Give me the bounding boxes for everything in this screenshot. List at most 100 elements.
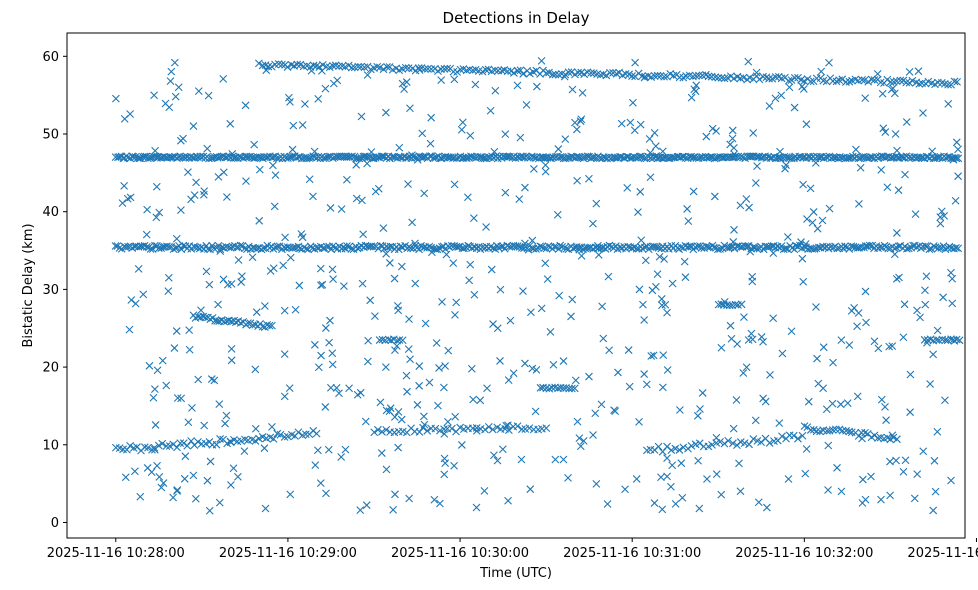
detection-point <box>545 384 554 393</box>
detection-point <box>476 396 485 405</box>
detection-point <box>451 310 459 319</box>
detection-point <box>363 357 372 366</box>
detection-point <box>219 74 228 83</box>
detection-point <box>845 427 853 436</box>
detection-point <box>687 152 696 161</box>
detection-point <box>667 482 675 491</box>
detection-point <box>717 73 726 82</box>
detection-point <box>954 244 963 253</box>
detection-point <box>150 241 159 250</box>
detection-point <box>923 338 931 347</box>
detection-point <box>192 178 200 187</box>
detection-point <box>561 135 570 144</box>
detection-point <box>703 475 711 483</box>
detection-point <box>294 428 303 437</box>
detection-point <box>226 119 235 128</box>
detection-point <box>813 354 821 363</box>
detection-point <box>440 64 449 73</box>
detection-point <box>173 443 181 452</box>
detection-point <box>856 163 865 172</box>
detection-point <box>513 81 522 90</box>
detection-point <box>285 93 293 102</box>
detection-point <box>450 461 458 470</box>
detection-point <box>895 242 903 251</box>
detection-point <box>546 327 555 336</box>
detection-point <box>808 218 817 227</box>
detection-point <box>933 326 942 335</box>
detection-point <box>545 68 553 77</box>
detection-point <box>482 223 490 231</box>
detection-point <box>720 74 729 83</box>
detection-point <box>206 457 215 466</box>
detection-point <box>451 412 460 421</box>
detection-point <box>893 146 901 155</box>
detection-point <box>423 64 432 73</box>
detection-point <box>737 300 746 309</box>
detection-point <box>646 173 655 182</box>
detection-point <box>348 152 356 161</box>
detection-point <box>819 384 828 393</box>
detection-point <box>506 316 515 325</box>
detection-point <box>931 243 940 252</box>
detection-point <box>663 366 672 374</box>
detection-point <box>273 242 282 251</box>
detection-point <box>883 75 892 84</box>
detection-point <box>696 405 704 413</box>
detection-point <box>159 479 168 487</box>
detection-point <box>434 401 442 410</box>
detection-point <box>661 300 670 309</box>
detection-point <box>645 134 654 143</box>
detection-point <box>687 441 696 450</box>
detection-point <box>954 172 962 181</box>
detection-point <box>448 424 456 433</box>
detection-point <box>751 416 760 425</box>
detection-point <box>325 338 333 347</box>
detection-point <box>115 244 124 252</box>
detection-point <box>353 390 362 399</box>
detection-point <box>922 272 931 281</box>
detection-point <box>560 72 569 81</box>
detection-point <box>845 77 854 86</box>
detection-point <box>391 490 399 499</box>
detection-point <box>831 425 840 434</box>
detection-point <box>554 145 563 153</box>
detection-point <box>420 420 429 429</box>
detection-point <box>321 403 330 411</box>
detection-point <box>398 79 407 88</box>
detection-point <box>542 424 551 433</box>
detection-point <box>667 446 676 455</box>
detection-point <box>906 370 915 379</box>
detection-point <box>549 360 558 369</box>
detection-point <box>255 59 263 68</box>
detection-point <box>152 213 161 222</box>
detection-point <box>634 208 642 217</box>
detection-point <box>599 334 608 343</box>
detection-point <box>357 63 365 71</box>
detection-point <box>790 154 798 163</box>
detection-point <box>436 426 444 435</box>
detection-point <box>418 129 427 138</box>
detection-point <box>402 78 411 86</box>
detection-point <box>301 100 309 108</box>
detection-point <box>498 445 507 454</box>
detection-point <box>493 456 502 465</box>
detection-point <box>382 108 390 117</box>
detection-point <box>698 389 707 397</box>
detection-point <box>335 62 343 71</box>
detection-point <box>733 441 741 450</box>
detection-point <box>555 291 564 300</box>
detection-point <box>449 259 458 267</box>
detection-point <box>771 94 780 103</box>
detection-point <box>236 241 245 250</box>
detection-point <box>742 363 751 372</box>
detection-point <box>541 161 550 169</box>
detection-point <box>793 242 802 251</box>
detection-point <box>658 383 667 392</box>
detection-point <box>729 424 738 433</box>
detection-point <box>731 300 740 309</box>
detection-point <box>799 180 807 189</box>
detection-point <box>316 264 325 273</box>
detection-point <box>660 255 669 263</box>
detection-point <box>486 242 495 251</box>
detection-point <box>859 475 867 484</box>
